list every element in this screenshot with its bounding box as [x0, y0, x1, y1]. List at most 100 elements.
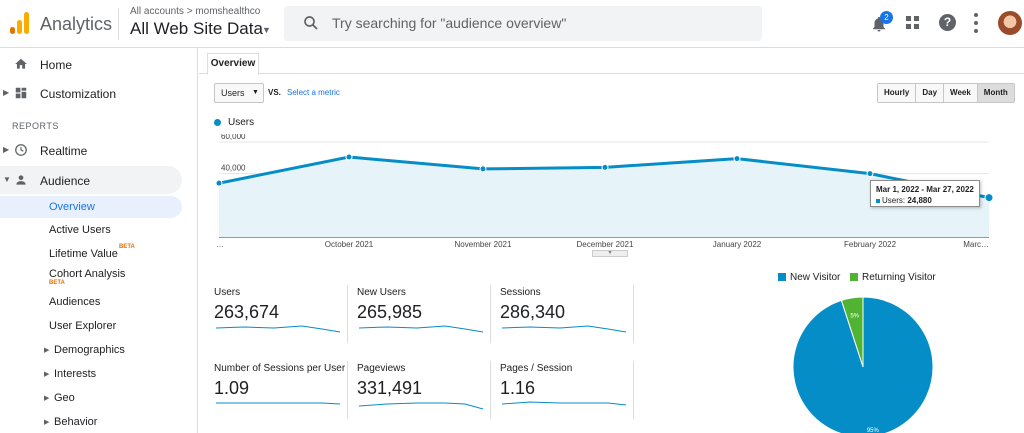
sidebar-item-label: Customization	[40, 87, 117, 101]
sidebar-item-behavior[interactable]: ▶ Behavior	[0, 411, 182, 433]
sidebar-item-label: Interests	[54, 368, 97, 380]
select-metric-link[interactable]: Select a metric	[287, 88, 340, 97]
expand-arrow-icon: ▶	[44, 371, 50, 378]
sidebar-item-customization[interactable]: ▶ Customization	[0, 79, 182, 107]
metric-value: 263,674	[214, 302, 280, 322]
x-tick-label: November 2021	[455, 240, 512, 249]
dashboard-icon	[15, 87, 27, 99]
more-options-icon[interactable]	[974, 13, 978, 33]
metric-value: 286,340	[500, 302, 566, 322]
visitor-pie-chart[interactable]: 5% 95%	[790, 294, 936, 433]
range-month-button[interactable]: Month	[977, 84, 1014, 102]
metric-card-sessions[interactable]: Sessions 286,340	[500, 285, 634, 345]
sidebar-item-audience[interactable]: ▼ Audience	[0, 166, 182, 194]
sidebar-item-home[interactable]: Home	[0, 50, 182, 78]
expand-arrow-icon: ▶	[44, 419, 50, 426]
avatar[interactable]	[998, 11, 1022, 35]
sidebar-item-label: Audiences	[49, 296, 101, 308]
sparkline-line	[358, 325, 484, 333]
pie-slice-label: 95%	[867, 428, 880, 433]
sparkline	[358, 325, 484, 333]
chevron-down-icon: ▼	[252, 89, 259, 96]
metric-value: 331,491	[357, 378, 423, 398]
sidebar-item-audiences[interactable]: Audiences	[0, 291, 182, 313]
sidebar-item-label: Overview	[49, 201, 95, 213]
chart-resize-handle[interactable]: ▾	[592, 250, 628, 257]
sidebar-item-geo[interactable]: ▶ Geo	[0, 387, 182, 409]
pie-legend-label: New Visitor	[790, 272, 841, 283]
sparkline	[358, 402, 484, 410]
area-fill	[219, 157, 989, 237]
pie-legend-returning-visitor[interactable]: Returning Visitor	[850, 272, 936, 283]
metric-card-sessions-per-user[interactable]: Number of Sessions per User 1.09	[214, 361, 348, 421]
sidebar-item-label: Demographics	[54, 344, 125, 356]
metric-value: 1.16	[500, 378, 536, 398]
apps-grid-icon[interactable]	[906, 16, 920, 30]
sidebar-item-active-users[interactable]: Active Users	[0, 219, 182, 241]
metric-dropdown[interactable]: Users ▼	[214, 83, 264, 103]
metric-title: Number of Sessions per User	[214, 363, 346, 374]
expand-arrow-icon: ▶	[44, 395, 50, 402]
range-hourly-button[interactable]: Hourly	[878, 84, 917, 102]
metric-title: Pageviews	[357, 363, 406, 374]
sidebar: Home ▶ Customization REPORTS ▶ Realtime …	[0, 48, 198, 433]
x-tick-label: January 2022	[713, 240, 762, 249]
tooltip-date: Mar 1, 2022 - Mar 27, 2022	[876, 185, 974, 194]
x-tick-label: October 2021	[325, 240, 374, 249]
expand-arrow-icon: ▶	[3, 88, 10, 97]
data-point[interactable]	[601, 163, 609, 171]
sidebar-item-realtime[interactable]: ▶ Realtime	[0, 136, 182, 164]
data-point[interactable]	[215, 179, 223, 187]
range-day-button[interactable]: Day	[916, 84, 945, 102]
sidebar-item-label: Lifetime Value	[49, 248, 118, 260]
caret-down-icon[interactable]: ▼	[262, 25, 271, 35]
legend-label: Users	[228, 117, 255, 128]
metric-title: Pages / Session	[500, 363, 573, 374]
y-tick-label: 60,000	[221, 134, 246, 141]
tooltip-label: Users:	[882, 196, 908, 205]
x-tick-label: Marc…	[963, 240, 989, 249]
metric-card-users[interactable]: Users 263,674	[214, 285, 348, 345]
person-icon	[16, 175, 26, 185]
x-tick-label: December 2021	[577, 240, 634, 249]
metric-card-new-users[interactable]: New Users 265,985	[357, 285, 491, 345]
sparkline	[501, 325, 627, 333]
x-tick-label: …	[216, 240, 224, 249]
sidebar-item-lifetime-value[interactable]: Lifetime Value BETA	[0, 243, 182, 265]
help-icon[interactable]: ?	[939, 14, 956, 31]
range-week-button[interactable]: Week	[944, 84, 978, 102]
search-bar[interactable]: Try searching for "audience overview"	[284, 6, 762, 41]
sidebar-item-demographics[interactable]: ▶ Demographics	[0, 339, 182, 361]
sidebar-item-label: Active Users	[49, 224, 111, 236]
data-point[interactable]	[984, 193, 994, 203]
metric-card-pages-per-session[interactable]: Pages / Session 1.16	[500, 361, 634, 421]
sparkline	[501, 401, 627, 406]
sidebar-item-interests[interactable]: ▶ Interests	[0, 363, 182, 385]
data-point[interactable]	[345, 153, 353, 161]
pie-legend-new-visitor[interactable]: New Visitor	[778, 272, 840, 283]
view-selector[interactable]: All Web Site Data	[130, 19, 263, 38]
pie-slice[interactable]	[792, 296, 934, 433]
metric-value: 265,985	[357, 302, 423, 322]
sidebar-item-cohort-analysis[interactable]: Cohort Analysis BETA	[0, 263, 182, 286]
sidebar-item-label: Audience	[40, 174, 91, 188]
notification-badge: 2	[880, 11, 893, 24]
analytics-logo[interactable]	[10, 12, 30, 34]
sidebar-item-label: Cohort Analysis	[49, 268, 126, 280]
sidebar-item-user-explorer[interactable]: User Explorer	[0, 315, 182, 337]
sparkline	[216, 402, 341, 405]
beta-badge: BETA	[49, 280, 65, 286]
account-breadcrumb[interactable]: All accounts > momshealthco	[130, 6, 261, 17]
sidebar-item-label: Realtime	[40, 144, 88, 158]
data-point[interactable]	[479, 165, 487, 173]
tab-overview[interactable]: Overview	[207, 53, 259, 75]
metric-card-pageviews[interactable]: Pageviews 331,491	[357, 361, 491, 421]
data-point[interactable]	[866, 170, 874, 178]
sidebar-item-overview[interactable]: Overview	[0, 196, 182, 218]
metric-title: New Users	[357, 287, 406, 298]
data-point[interactable]	[733, 155, 741, 163]
metric-title: Users	[214, 287, 241, 298]
sidebar-item-label: Geo	[54, 392, 75, 404]
reports-section-label: REPORTS	[12, 121, 59, 131]
